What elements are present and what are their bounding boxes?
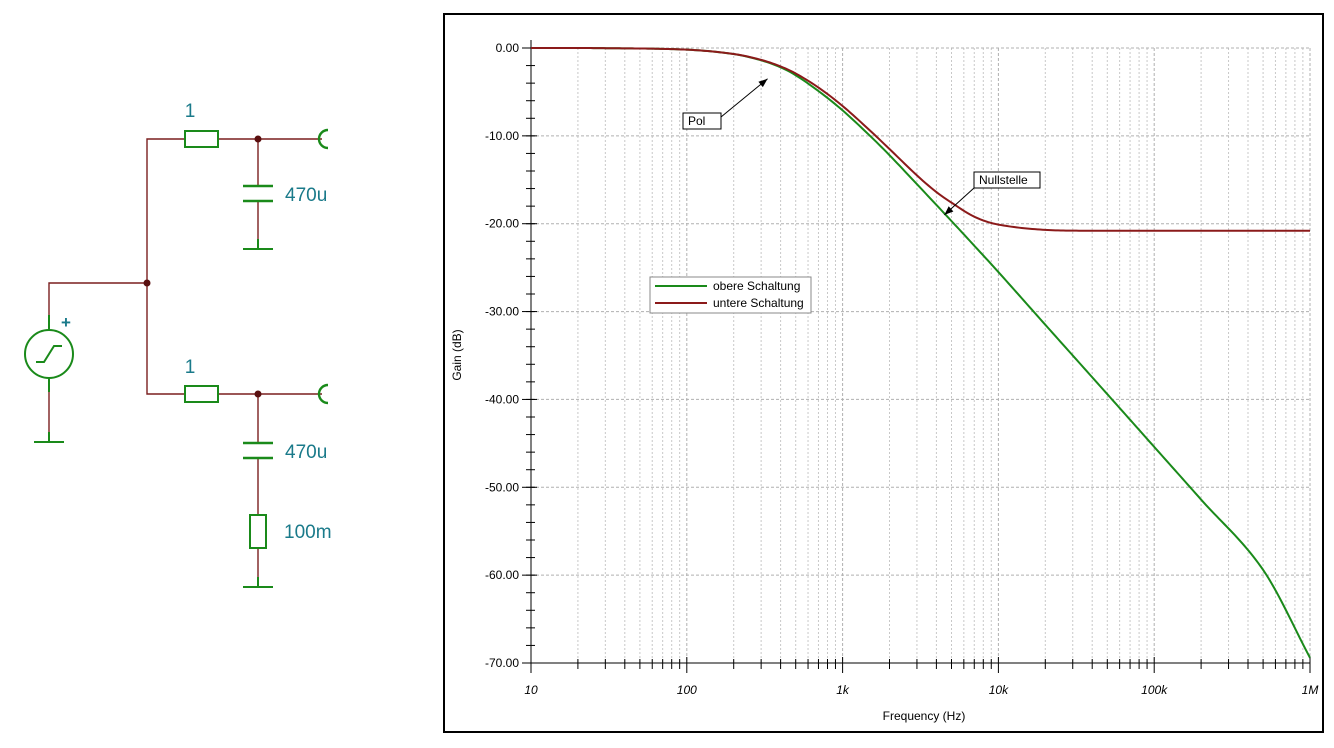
junction-dot	[254, 135, 262, 143]
y-tick-label: -40.00	[485, 392, 519, 406]
wire	[146, 283, 185, 395]
annotation-label: Pol	[688, 114, 705, 128]
y-tick-label: -10.00	[485, 129, 519, 143]
tick-labels: 10 100 1k 10k 100k 1M 0.00 -10.00 -20.00 -30.00 -4…	[485, 41, 1318, 697]
resistor	[249, 514, 267, 549]
annotations: Pol Nullstelle	[682, 78, 1041, 216]
annotation-box	[973, 171, 1041, 189]
x-tick-label: 1M	[1302, 683, 1319, 697]
bode-plot: 10 100 1k 10k 100k 1M 0.00 -10.00 -20.00 -30.00 -4…	[450, 40, 1318, 723]
y-tick-label: 0.00	[496, 41, 520, 55]
y-tick-label: -50.00	[485, 480, 519, 494]
series-line-1	[530, 47, 1311, 659]
annotation-arrowhead	[944, 206, 954, 215]
resistor	[184, 130, 219, 148]
circuit-schematic: 1 470u 1 470u 100m +	[24, 101, 332, 588]
x-tick-label: 10k	[989, 683, 1009, 697]
resistor	[184, 385, 219, 403]
wire	[48, 282, 147, 315]
x-tick-label: 10	[524, 683, 538, 697]
x-tick-label: 100k	[1141, 683, 1168, 697]
x-tick-label: 1k	[836, 683, 850, 697]
y-axis-label: Gain (dB)	[450, 329, 464, 380]
y-tick-label: -60.00	[485, 568, 519, 582]
grid-major	[530, 47, 1311, 664]
bottom-capacitor-label: 470u	[285, 442, 327, 463]
annotation-box	[682, 112, 722, 130]
junction-dot	[143, 279, 151, 287]
x-axis-label: Frequency (Hz)	[883, 709, 966, 723]
annotation-arrow	[720, 78, 768, 118]
x-tick-label: 100	[677, 683, 697, 697]
y-tick-label: -20.00	[485, 217, 519, 231]
y-tick-label: -30.00	[485, 305, 519, 319]
grid-minor	[577, 48, 1304, 663]
source-polarity-label: +	[61, 313, 71, 332]
junction-dot	[254, 390, 262, 398]
series-lines	[530, 47, 1311, 659]
output-terminal	[317, 383, 329, 405]
annotation-label: Nullstelle	[979, 173, 1028, 187]
series-resistor-label: 100m	[284, 522, 332, 543]
top-resistor-label: 1	[185, 101, 196, 122]
output-terminal	[317, 128, 329, 150]
legend-entry: obere Schaltung	[713, 279, 800, 293]
annotation-arrowhead	[758, 78, 768, 88]
plot-frame: 10 100 1k 10k 100k 1M 0.00 -10.00 -20.00 -30.00 -4…	[443, 13, 1324, 733]
step-source-icon	[36, 345, 62, 363]
legend-entry: untere Schaltung	[713, 296, 804, 310]
components	[24, 128, 329, 588]
bottom-resistor-label: 1	[185, 357, 196, 378]
series-line-2	[530, 47, 1310, 232]
wire	[146, 138, 185, 283]
legend: obere Schaltung untere Schaltung	[649, 276, 812, 314]
legend-box	[649, 276, 812, 314]
y-tick-label: -70.00	[485, 656, 519, 670]
top-capacitor-label: 470u	[285, 185, 327, 206]
axes	[522, 40, 1311, 673]
